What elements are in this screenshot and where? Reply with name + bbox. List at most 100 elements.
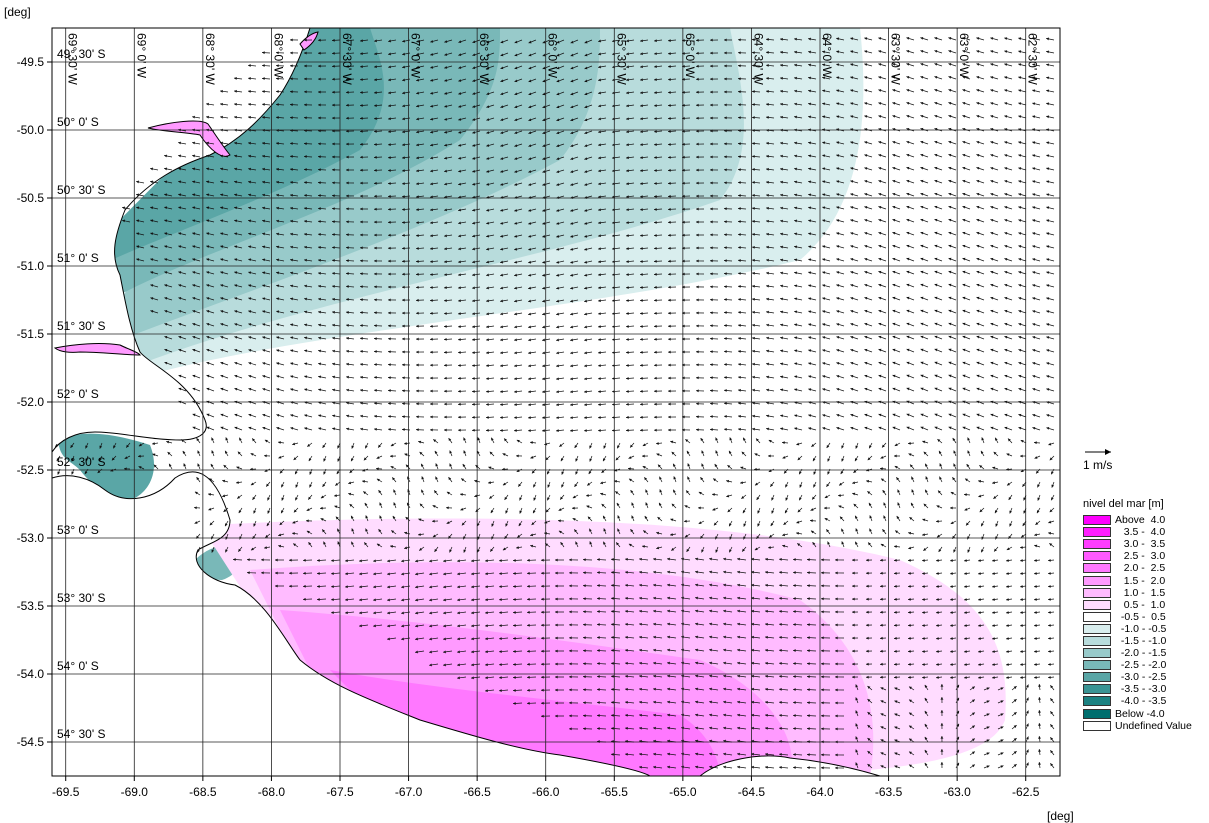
current-vector-head bbox=[360, 194, 363, 198]
current-vector-head bbox=[570, 170, 574, 173]
current-vector-head bbox=[416, 117, 419, 121]
current-vector-head bbox=[248, 167, 251, 171]
current-vector-head bbox=[836, 167, 840, 171]
current-vector-head bbox=[598, 195, 601, 199]
current-vector-head bbox=[738, 38, 741, 42]
current-vector-head bbox=[290, 142, 293, 145]
current-vector-head bbox=[500, 40, 504, 44]
current-vector-head bbox=[584, 209, 588, 212]
current-vector-head bbox=[374, 78, 377, 82]
current-vector-head bbox=[1004, 89, 1008, 92]
current-vector-head bbox=[164, 193, 168, 197]
current-vector-head bbox=[878, 167, 882, 170]
current-vector-head bbox=[416, 247, 419, 250]
current-vector-head bbox=[276, 219, 279, 223]
current-vector-head bbox=[668, 194, 671, 198]
current-vector-head bbox=[122, 219, 126, 223]
current-vector-head bbox=[248, 89, 251, 93]
current-vector-head bbox=[682, 155, 685, 159]
current-vector-head bbox=[808, 50, 811, 54]
current-vector-head bbox=[864, 154, 868, 157]
current-vector-head bbox=[962, 63, 966, 66]
current-vector-head bbox=[780, 76, 783, 80]
current-vector-head bbox=[976, 89, 980, 92]
current-vector-head bbox=[626, 156, 629, 160]
current-vector-head bbox=[892, 50, 896, 53]
current-vector-head bbox=[850, 63, 854, 67]
current-vector-head bbox=[542, 131, 546, 135]
current-vector-head bbox=[626, 104, 629, 108]
current-vector-head bbox=[626, 130, 629, 134]
current-vector-head bbox=[668, 168, 671, 172]
current-vector-head bbox=[990, 141, 994, 144]
current-vector-head bbox=[1046, 37, 1050, 41]
current-vector-head bbox=[822, 141, 826, 145]
current-vector-head bbox=[472, 143, 476, 147]
current-vector-head bbox=[388, 194, 391, 198]
current-vector-head bbox=[514, 105, 518, 109]
current-vector-head bbox=[948, 114, 952, 118]
current-vector-head bbox=[822, 50, 826, 54]
current-vector-head bbox=[598, 234, 601, 238]
current-vector-head bbox=[234, 258, 238, 262]
current-vector-head bbox=[738, 194, 741, 198]
current-vector-head bbox=[1032, 37, 1036, 41]
current-vector-head bbox=[542, 183, 546, 186]
current-vector-head bbox=[290, 38, 293, 42]
current-vector-head bbox=[934, 166, 938, 170]
current-vector-head bbox=[528, 118, 532, 122]
current-vector-head bbox=[430, 247, 433, 251]
current-vector-head bbox=[500, 79, 504, 83]
current-vector-head bbox=[290, 155, 293, 158]
current-vector-head bbox=[696, 116, 699, 120]
current-vector-head bbox=[724, 77, 727, 81]
current-vector-head bbox=[1018, 76, 1022, 80]
current-vector-head bbox=[864, 37, 868, 41]
current-vector-head bbox=[864, 193, 868, 196]
current-vector-head bbox=[724, 155, 727, 159]
current-vector-head bbox=[1004, 231, 1008, 235]
current-vector-head bbox=[752, 90, 755, 94]
current-vector-head bbox=[388, 130, 391, 134]
current-vector-head bbox=[990, 115, 994, 118]
current-vector-head bbox=[836, 89, 840, 93]
current-vector-head bbox=[794, 206, 798, 210]
current-vector-head bbox=[696, 207, 699, 211]
current-vector-head bbox=[682, 181, 685, 185]
current-vector-head bbox=[192, 245, 196, 249]
current-vector-head bbox=[766, 89, 769, 93]
current-vector-head bbox=[906, 50, 910, 53]
current-vector-head bbox=[1004, 154, 1008, 157]
current-vector-head bbox=[444, 78, 448, 82]
current-vector-head bbox=[416, 78, 420, 82]
current-vector-head bbox=[906, 179, 910, 183]
current-vector-head bbox=[262, 180, 265, 184]
current-vector-head bbox=[1032, 167, 1036, 171]
current-vector-head bbox=[318, 116, 321, 120]
current-vector-head bbox=[878, 102, 882, 105]
current-vector-head bbox=[1004, 37, 1008, 40]
current-vector-head bbox=[598, 117, 601, 121]
current-vector-head bbox=[710, 116, 713, 120]
current-vector-head bbox=[430, 65, 434, 69]
current-vector-head bbox=[906, 244, 910, 248]
current-vector-head bbox=[332, 155, 335, 159]
current-vector-head bbox=[850, 219, 854, 222]
current-vector-head bbox=[584, 170, 588, 173]
current-vector-head bbox=[416, 169, 419, 173]
current-vector-head bbox=[640, 234, 643, 237]
current-vector-head bbox=[850, 232, 854, 235]
current-vector-head bbox=[836, 154, 840, 158]
current-vector-head bbox=[206, 141, 209, 145]
current-vector-head bbox=[780, 115, 783, 119]
current-vector-head bbox=[990, 167, 994, 170]
current-vector-head bbox=[402, 169, 405, 173]
current-vector-head bbox=[290, 103, 293, 107]
current-vector-head bbox=[668, 207, 671, 211]
current-vector-head bbox=[234, 141, 237, 145]
current-vector-head bbox=[556, 183, 560, 186]
current-vector-head bbox=[850, 245, 854, 248]
current-vector-head bbox=[514, 131, 518, 135]
current-vector-head bbox=[1046, 63, 1050, 67]
current-vector-head bbox=[318, 168, 321, 172]
